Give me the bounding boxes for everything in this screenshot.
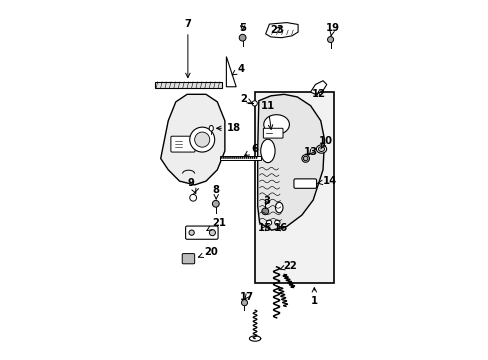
Polygon shape	[265, 23, 298, 38]
FancyBboxPatch shape	[263, 128, 283, 138]
Text: 19: 19	[325, 23, 339, 36]
Text: 9: 9	[187, 177, 196, 193]
Text: 7: 7	[184, 19, 191, 78]
Circle shape	[255, 157, 257, 159]
Circle shape	[327, 37, 333, 42]
Circle shape	[247, 157, 249, 159]
Text: 18: 18	[216, 123, 241, 133]
Ellipse shape	[316, 145, 326, 153]
Ellipse shape	[263, 115, 289, 134]
Text: 2: 2	[240, 94, 252, 104]
Circle shape	[212, 201, 219, 207]
Circle shape	[239, 34, 245, 41]
Circle shape	[245, 157, 247, 159]
Circle shape	[228, 157, 230, 159]
Text: 12: 12	[311, 89, 325, 99]
Text: 21: 21	[206, 218, 226, 230]
FancyBboxPatch shape	[293, 179, 316, 188]
Text: 6: 6	[244, 144, 258, 156]
Text: 16: 16	[273, 223, 287, 233]
Text: 17: 17	[239, 292, 253, 302]
Text: 22: 22	[280, 261, 297, 271]
Text: 15: 15	[257, 223, 271, 233]
Polygon shape	[310, 81, 326, 94]
Text: 20: 20	[198, 247, 218, 257]
Circle shape	[223, 157, 224, 159]
Text: 10: 10	[318, 136, 332, 149]
Circle shape	[235, 157, 237, 159]
Circle shape	[239, 157, 241, 159]
Circle shape	[253, 157, 255, 159]
Circle shape	[194, 132, 209, 147]
Circle shape	[189, 230, 194, 235]
FancyBboxPatch shape	[255, 93, 333, 283]
Polygon shape	[161, 94, 224, 185]
Circle shape	[224, 157, 226, 159]
Text: 14: 14	[317, 176, 336, 186]
Circle shape	[189, 127, 214, 152]
Ellipse shape	[209, 125, 213, 131]
Circle shape	[226, 157, 228, 159]
FancyBboxPatch shape	[170, 136, 195, 152]
FancyBboxPatch shape	[220, 156, 260, 160]
Polygon shape	[226, 57, 236, 87]
Ellipse shape	[260, 139, 275, 163]
Ellipse shape	[318, 147, 324, 152]
Text: 11: 11	[260, 101, 274, 129]
Text: 5: 5	[239, 23, 245, 33]
Circle shape	[189, 194, 196, 201]
Circle shape	[266, 220, 271, 225]
Circle shape	[301, 155, 309, 162]
Polygon shape	[257, 94, 324, 230]
Circle shape	[243, 157, 245, 159]
Text: 23: 23	[269, 25, 283, 35]
FancyBboxPatch shape	[185, 226, 218, 239]
Circle shape	[274, 220, 280, 225]
Circle shape	[221, 157, 223, 159]
Text: 8: 8	[212, 185, 219, 199]
Text: 1: 1	[310, 288, 317, 306]
Ellipse shape	[275, 202, 283, 213]
Circle shape	[251, 157, 253, 159]
Circle shape	[233, 157, 235, 159]
Circle shape	[231, 157, 233, 159]
FancyBboxPatch shape	[154, 82, 222, 88]
Text: 4: 4	[232, 64, 244, 75]
Circle shape	[303, 156, 307, 161]
Circle shape	[241, 157, 243, 159]
Circle shape	[209, 230, 215, 236]
Circle shape	[237, 157, 239, 159]
Text: 13: 13	[304, 148, 317, 157]
Circle shape	[251, 101, 257, 106]
Circle shape	[249, 157, 251, 159]
Circle shape	[241, 300, 247, 306]
Circle shape	[262, 208, 268, 215]
FancyBboxPatch shape	[182, 253, 194, 264]
Text: 3: 3	[263, 196, 270, 206]
